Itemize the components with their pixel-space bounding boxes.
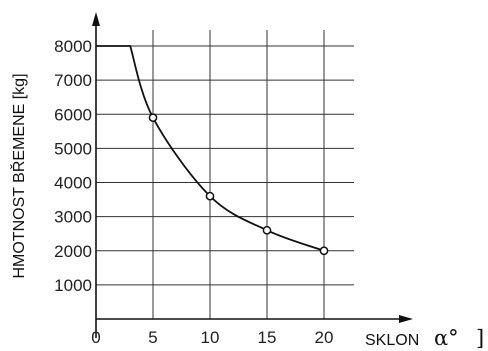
data-point (262, 225, 272, 235)
y-tick-labels: 1000 2000 3000 4000 5000 6000 7000 8000 (54, 37, 92, 295)
x-tick-label: 5 (148, 328, 157, 347)
y-tick-label: 8000 (54, 37, 92, 56)
series (96, 45, 329, 256)
x-tick-label: 15 (258, 328, 277, 347)
x-axis-arrow (399, 315, 413, 323)
y-tick-label: 7000 (54, 71, 92, 90)
y-axis-label: HMOTNOST BŘEMENE [kg] (9, 73, 28, 278)
y-axis-arrow (92, 12, 100, 26)
y-tick-label: 3000 (54, 208, 92, 227)
data-point (319, 246, 329, 256)
y-tick-label: 6000 (54, 105, 92, 124)
data-point (148, 113, 158, 123)
y-tick-label: 5000 (54, 139, 92, 158)
y-tick-label: 4000 (54, 174, 92, 193)
data-point (205, 191, 215, 201)
x-tick-label: 20 (315, 328, 334, 347)
grid-lines (96, 30, 354, 319)
x-axis-bracket: ] (476, 326, 484, 350)
x-tick-label: 10 (201, 328, 220, 347)
axes (92, 12, 413, 338)
x-axis-symbol: α° (434, 326, 459, 350)
x-tick-label: 0 (91, 328, 100, 347)
x-axis-label: SKLON (365, 332, 419, 349)
y-tick-label: 2000 (54, 242, 92, 261)
x-tick-labels: 0 5 10 15 20 (91, 328, 333, 347)
y-tick-label: 1000 (54, 276, 92, 295)
